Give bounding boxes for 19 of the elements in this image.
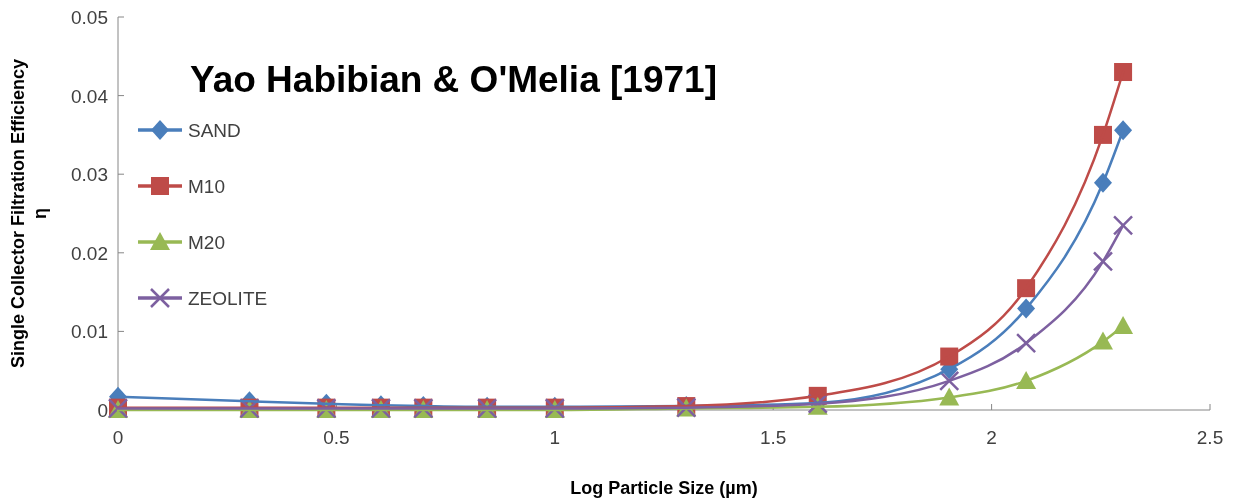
x-tick-label: 2: [986, 427, 997, 448]
legend-label: SAND: [188, 120, 241, 141]
x-tick-label: 1: [549, 427, 561, 448]
y-axis-title: Single Collector Filtration Efficiency η: [8, 58, 50, 369]
x-axis-title: Log Particle Size (µm): [570, 478, 758, 498]
x-tick-label: 0: [112, 427, 124, 448]
x-tick-label: 1.5: [759, 427, 787, 448]
y-tick-label: 0.03: [71, 164, 108, 186]
y-tick-label: 0.05: [71, 7, 108, 28]
y-tick-label: 0.01: [71, 321, 108, 343]
x-tick-label: 0.5: [323, 427, 350, 448]
x-tick-label: 2.5: [1196, 427, 1224, 448]
legend-label: ZEOLITE: [188, 288, 268, 309]
text: Yao Habibian & O'Melia [1971]: [190, 59, 717, 100]
y-tick-label: 0.04: [71, 85, 109, 107]
legend-label: M20: [188, 232, 225, 253]
legend-label: M10: [188, 176, 225, 197]
y-tick-label: 0.02: [71, 242, 108, 264]
y-tick-label: 0: [97, 400, 108, 421]
